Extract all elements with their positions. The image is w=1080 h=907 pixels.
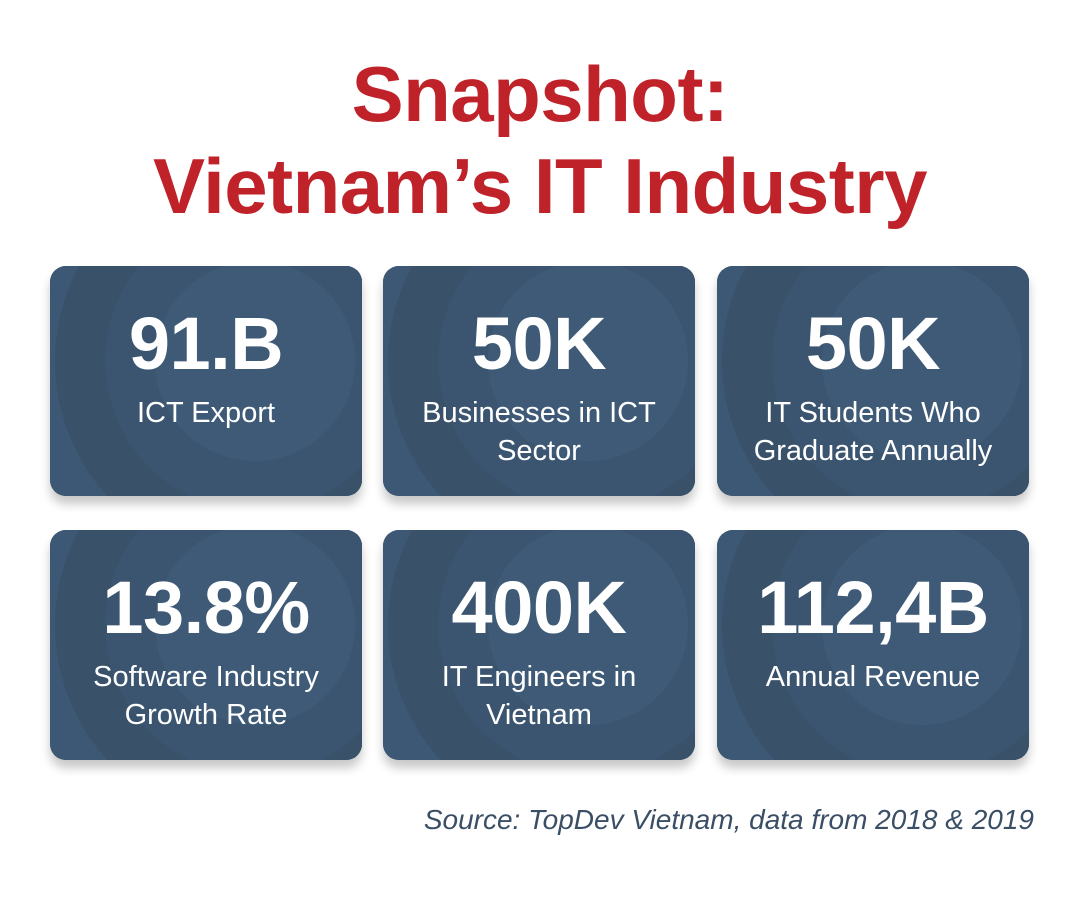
stat-card-it-engineers: 400K IT Engineers in Vietnam bbox=[383, 530, 695, 760]
stat-card-ict-export: 91.B ICT Export bbox=[50, 266, 362, 496]
page-title-line-1: Snapshot: bbox=[351, 50, 729, 138]
card-background bbox=[50, 530, 362, 760]
stat-label: Annual Revenue bbox=[765, 661, 981, 693]
stat-value: 400K bbox=[451, 566, 627, 649]
card-background bbox=[383, 530, 695, 760]
stat-value: 13.8% bbox=[102, 566, 310, 649]
card-background bbox=[717, 266, 1029, 496]
stat-label: Businesses in ICT Sector bbox=[422, 397, 656, 467]
stat-label: IT Engineers in Vietnam bbox=[441, 661, 637, 731]
stat-label: Software Industry Growth Rate bbox=[93, 661, 319, 731]
stat-card-it-graduates: 50K IT Students Who Graduate Annually bbox=[717, 266, 1029, 496]
card-background bbox=[383, 266, 695, 496]
stat-card-growth-rate: 13.8% Software Industry Growth Rate bbox=[50, 530, 362, 760]
card-background bbox=[717, 530, 1029, 760]
source-note: Source: TopDev Vietnam, data from 2018 &… bbox=[423, 804, 1034, 835]
card-background bbox=[50, 266, 362, 496]
stat-label: ICT Export bbox=[136, 397, 276, 429]
page-title-line-2: Vietnam’s IT Industry bbox=[152, 142, 928, 230]
stat-value: 91.B bbox=[128, 302, 284, 385]
stat-value: 112,4B bbox=[757, 566, 989, 649]
stat-value: 50K bbox=[471, 302, 607, 385]
stat-value: 50K bbox=[805, 302, 941, 385]
stat-label: IT Students Who Graduate Annually bbox=[753, 397, 993, 467]
stat-card-annual-revenue: 112,4B Annual Revenue bbox=[717, 530, 1029, 760]
stat-card-ict-businesses: 50K Businesses in ICT Sector bbox=[383, 266, 695, 496]
